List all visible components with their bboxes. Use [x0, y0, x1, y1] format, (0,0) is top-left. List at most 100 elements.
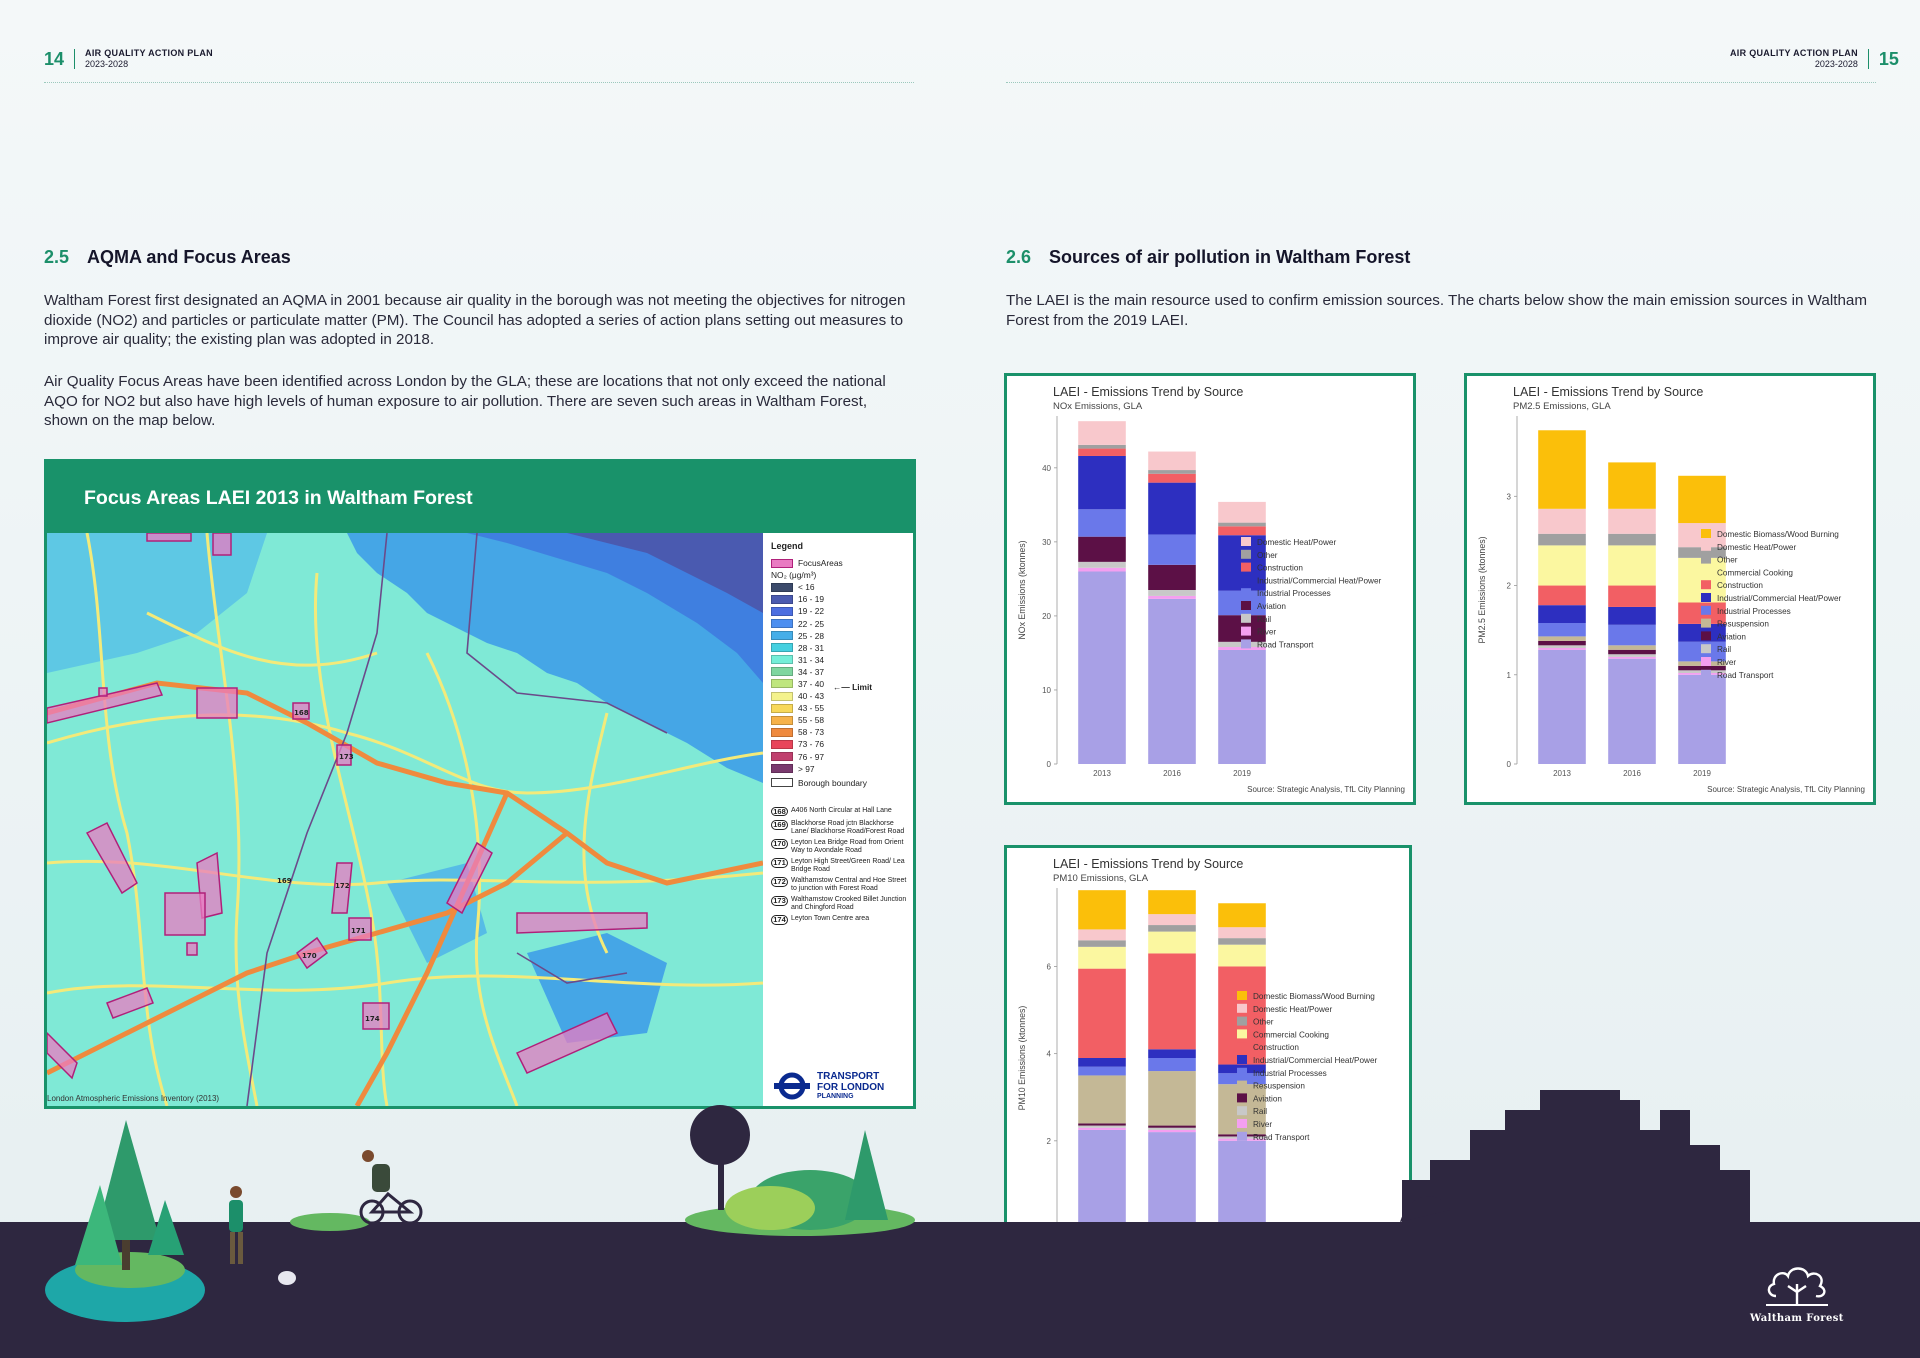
focus-area-name: Leyton Town Centre area — [791, 915, 870, 923]
bar-segment — [1078, 509, 1126, 537]
legend-swatch — [1701, 669, 1711, 679]
legend-swatch — [1241, 549, 1251, 559]
legend-swatch — [1237, 1029, 1247, 1039]
bar-segment — [1148, 931, 1196, 954]
section-number: 2.6 — [1006, 247, 1032, 267]
focus-area-polygons — [47, 533, 648, 1080]
legend-swatch — [1237, 1003, 1247, 1013]
legend-label: Resuspension — [1253, 1082, 1305, 1091]
header-rule — [44, 82, 914, 83]
focus-area-name: Leyton Lea Bridge Road from Orient Way t… — [791, 839, 904, 854]
bar-segment — [1148, 1049, 1196, 1058]
bar-segment — [1538, 605, 1586, 624]
bar-segment — [1218, 522, 1266, 527]
y-tick-label: 0 — [1047, 760, 1052, 769]
focus-area-number: 170 — [771, 839, 788, 849]
focus-area-number: 173 — [771, 896, 788, 906]
bar-segment — [1608, 462, 1656, 509]
focus-area-list: 168 A406 North Circular at Hall Lane 169 Bl… — [771, 806, 907, 925]
chart-subtitle: PM10 Emissions, GLA — [1053, 873, 1149, 884]
tfl-line2: FOR LONDON — [817, 1081, 885, 1093]
legend-swatch — [771, 778, 793, 788]
legend-swatch — [1241, 588, 1251, 598]
footer-band — [0, 1222, 1920, 1358]
legend-swatch — [1241, 626, 1251, 636]
bar-segment — [1148, 1125, 1196, 1128]
doc-title: AIR QUALITY ACTION PLAN — [85, 48, 213, 58]
legend-label: Commercial Cooking — [1253, 1030, 1329, 1039]
legend-swatch — [1701, 567, 1711, 577]
tree-icon — [690, 1105, 750, 1165]
dog-icon — [278, 1271, 296, 1285]
focus-area-item: 169 Blackhorse Road jctn Blackhorse Lane/… — [771, 820, 907, 835]
legend-label: Commercial Cooking — [1717, 568, 1793, 577]
body-paragraph: Waltham Forest first designated an AQMA … — [44, 292, 906, 348]
focus-areas-map-figure: Focus Areas LAEI 2013 in Waltham Forest — [44, 459, 916, 1109]
bar-segment — [1218, 944, 1266, 967]
legend-label: Other — [1253, 1018, 1274, 1027]
legend-swatch — [771, 691, 793, 701]
legend-label: River — [1253, 1120, 1272, 1129]
legend-band-row: 43 - 55 — [771, 702, 907, 714]
legend-label: Industrial Processes — [1253, 1069, 1327, 1078]
bar-segment — [1148, 598, 1196, 764]
right-page-header: AIR QUALITY ACTION PLAN 2023-2028 15 — [1730, 48, 1899, 70]
map-label: 172 — [335, 882, 350, 890]
legend-label: Rail — [1717, 645, 1731, 654]
bar-segment — [1148, 473, 1196, 483]
legend-label: Borough boundary — [798, 777, 867, 788]
legend-band-row: 73 - 76 — [771, 738, 907, 750]
person-leg — [230, 1232, 235, 1264]
legend-swatch — [771, 558, 793, 568]
header-rule — [1006, 82, 1876, 83]
y-tick-label: 0 — [1507, 760, 1512, 769]
logo-text: Waltham Forest — [1750, 1313, 1844, 1324]
map-label: 174 — [365, 1015, 380, 1023]
legend-label: Rail — [1253, 1107, 1267, 1116]
focus-area-number: 172 — [771, 877, 788, 887]
tree-icon — [75, 1185, 122, 1265]
legend-swatch — [771, 727, 793, 737]
legend-band-row: 16 - 19 — [771, 593, 907, 605]
bar-segment — [1148, 1071, 1196, 1126]
bar-segment — [1148, 595, 1196, 599]
legend-swatch — [771, 667, 793, 677]
legend-swatch — [771, 715, 793, 725]
legend-band-row: 76 - 97 — [771, 751, 907, 763]
person-leg — [238, 1232, 243, 1264]
map-mid-area — [47, 533, 267, 673]
limit-label: Limit — [852, 681, 873, 692]
bar-segment — [1078, 421, 1126, 445]
bar-segment — [1148, 953, 1196, 1050]
bar-segment — [1538, 508, 1586, 534]
legend-band-row: 34 - 37 — [771, 666, 907, 678]
y-tick-label: 1 — [1507, 671, 1512, 680]
legend-swatch — [1237, 1106, 1247, 1116]
bar-segment — [1218, 938, 1266, 945]
focus-area-number: 168 — [771, 806, 788, 817]
page-number: 15 — [1878, 48, 1899, 69]
bar-segment — [1078, 455, 1126, 510]
cyclist-body — [372, 1164, 390, 1192]
bar-segment — [1078, 571, 1126, 764]
legend-unit-row: NO₂ (μg/m³) — [771, 569, 907, 581]
person-head — [230, 1186, 242, 1198]
bar-segment — [1678, 665, 1726, 671]
y-tick-label: 40 — [1042, 464, 1051, 473]
focus-area-number: 174 — [771, 915, 788, 925]
legend-label: Construction — [1717, 581, 1763, 590]
bar-segment — [1608, 533, 1656, 546]
roundel-icon — [774, 1072, 810, 1100]
focus-area-item: 171 Leyton High Street/Green Road/ Lea Br… — [771, 858, 907, 873]
legend-band-row: > 97 — [771, 763, 907, 775]
x-tick-label: 2013 — [1553, 769, 1571, 778]
bush-shape — [725, 1186, 815, 1230]
focus-area-name: A406 North Circular at Hall Lane — [791, 806, 892, 814]
map-label: 170 — [302, 952, 317, 960]
legend-swatch — [1241, 537, 1251, 546]
bar-segment — [1148, 914, 1196, 926]
bar-segment — [1538, 585, 1586, 606]
legend-band-list: < 16 16 - 19 19 - 22 22 - 25 25 - 28 28 - 31 3… — [771, 581, 907, 775]
section-title: AQMA and Focus Areas — [87, 247, 291, 267]
map-image: 168 169 171 172 173 174 170 London Atmos… — [47, 533, 763, 1106]
